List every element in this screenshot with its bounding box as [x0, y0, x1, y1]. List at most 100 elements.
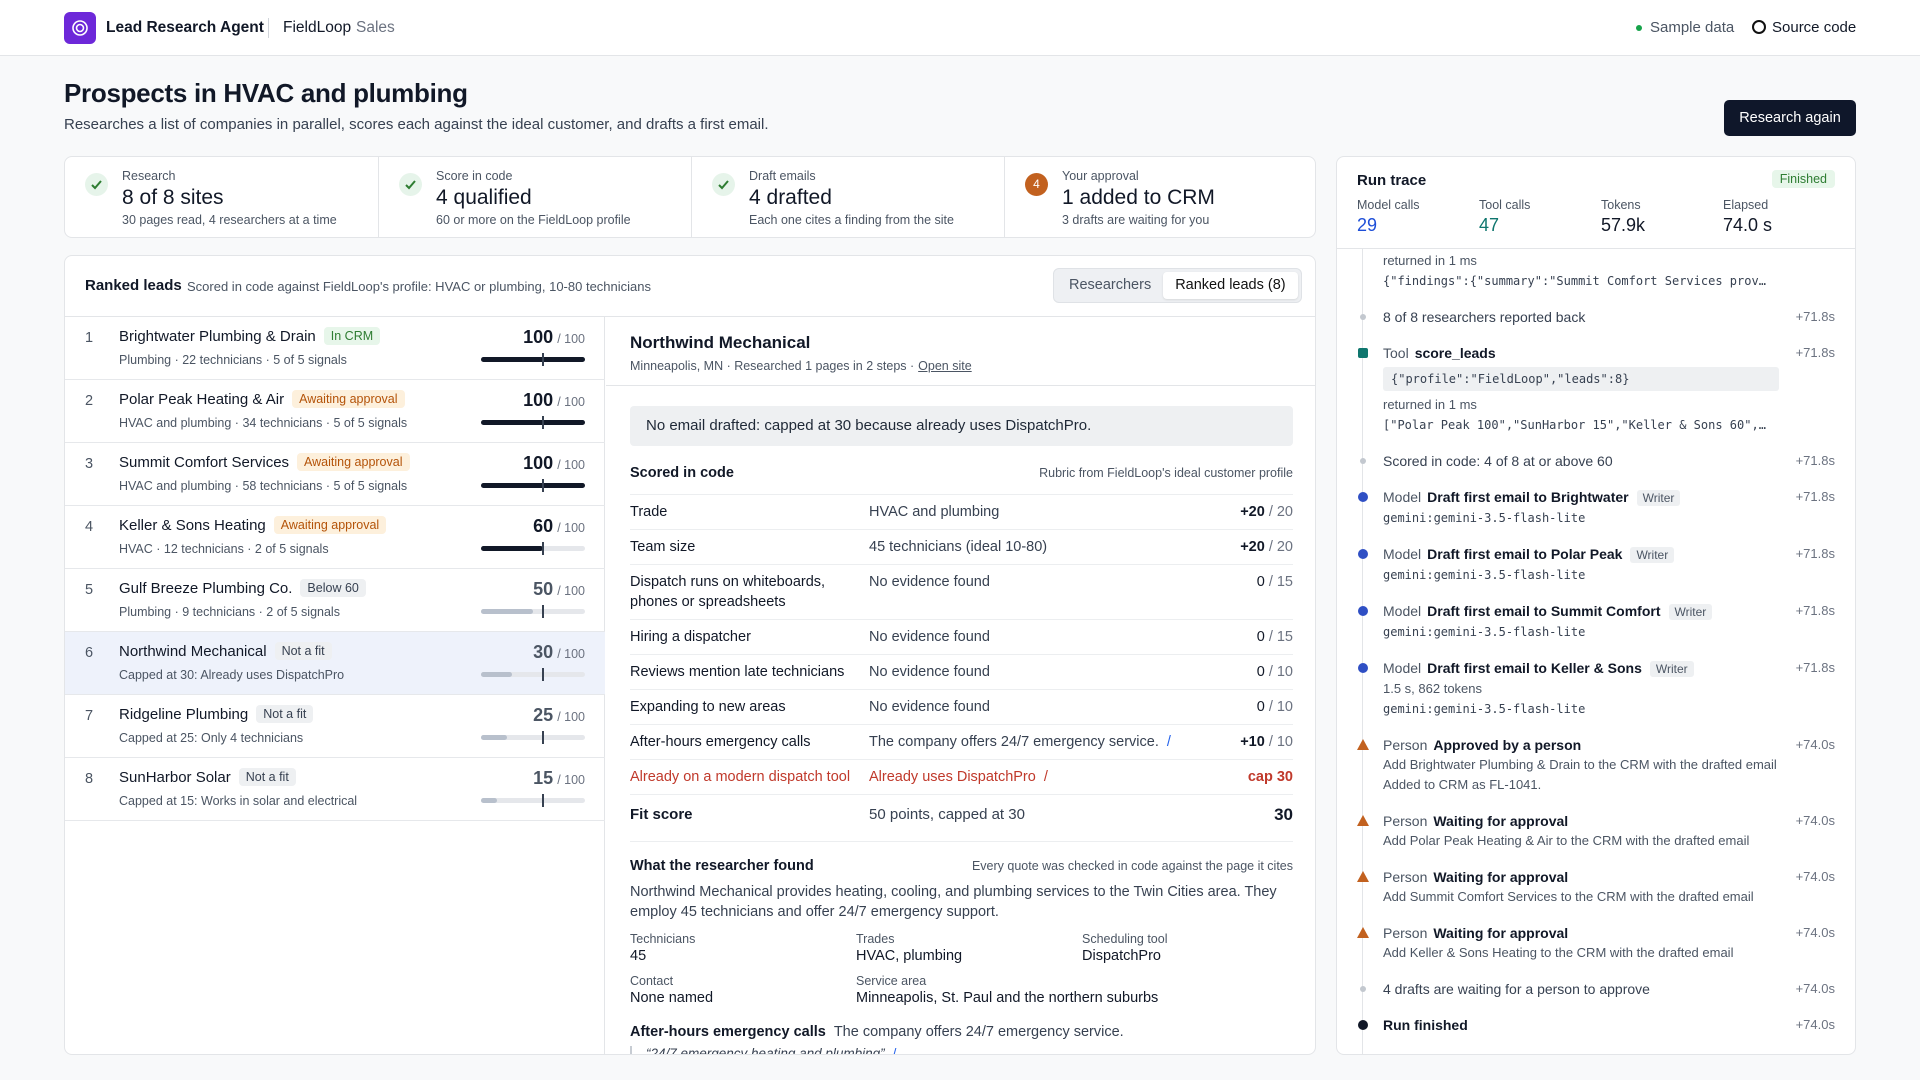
criterion: Trade	[630, 504, 668, 520]
trace-event: returned in 1 ms {"findings":{"summary":"…	[1337, 251, 1855, 307]
lead-row[interactable]: 3 Summit Comfort Services Awaiting approva…	[65, 443, 605, 506]
stat-label: Elapsed	[1723, 198, 1769, 212]
event-kind: Model	[1383, 489, 1422, 505]
score-bar	[481, 546, 544, 551]
lead-row[interactable]: 5 Gulf Breeze Plumbing Co. Below 60 Plumbin…	[65, 569, 605, 632]
points-value: +10	[1240, 734, 1265, 750]
lead-score-line: 50/ 100	[533, 579, 585, 600]
trace-event: Scored in code: 4 of 8 at or above 60 +71…	[1337, 451, 1855, 487]
event-title: Model Draft first email to Summit Comfort…	[1383, 601, 1835, 622]
page-subtitle: Researches a list of companies in parall…	[64, 116, 769, 133]
tab[interactable]: Ranked leads (8)	[1163, 272, 1298, 299]
quote-cite[interactable]: /	[892, 1046, 897, 1055]
cite-link[interactable]: /	[1166, 734, 1171, 750]
points-value: 0	[1256, 664, 1265, 680]
step: Score in code 4 qualified 60 or more on th…	[378, 157, 691, 237]
fact-label: Contact	[630, 974, 674, 988]
trace-event: Tool score_leads +71.8s {"profile":"FieldLo…	[1337, 343, 1855, 451]
score-row: Trade HVAC and plumbing +20/ 20	[630, 495, 1293, 530]
score-bar	[481, 483, 585, 488]
lead-tag: Not a fit	[238, 768, 296, 786]
event-line: 1.5 s, 862 tokens	[1383, 681, 1483, 696]
trace-title: Run trace	[1357, 172, 1427, 189]
points: 0/ 15	[1183, 627, 1293, 647]
lead-score-max: / 100	[557, 710, 585, 724]
run-trace: Run trace Finished Model calls 29 Tool calls…	[1336, 156, 1856, 1055]
detail-name: Northwind Mechanical	[630, 333, 811, 352]
lead-score-max: / 100	[557, 395, 585, 409]
source-code-link[interactable]: Source code	[1772, 19, 1857, 36]
tab[interactable]: Researchers	[1069, 277, 1152, 293]
event-line: Add Polar Peak Heating & Air to the CRM …	[1383, 833, 1750, 848]
lead-row[interactable]: 7 Ridgeline Plumbing Not a fit Capped at 25…	[65, 695, 605, 758]
event-time: +74.0s	[1795, 925, 1835, 940]
score-threshold	[542, 605, 544, 618]
lead-row[interactable]: 2 Polar Peak Heating & Air Awaiting approv…	[65, 380, 605, 443]
event-marker	[1357, 815, 1369, 826]
lead-row[interactable]: 4 Keller & Sons Heating Awaiting approval H…	[65, 506, 605, 569]
panel-header-border	[65, 316, 1315, 317]
lead-detail: Capped at 15: Works in solar and electri…	[119, 794, 358, 808]
score-row: Already on a modern dispatch tool Already…	[630, 760, 1293, 795]
event-title: 4 drafts are waiting for a person to app…	[1383, 979, 1835, 999]
criterion: Hiring a dispatcher	[630, 629, 751, 645]
score-threshold	[542, 542, 544, 555]
score-track	[481, 605, 585, 618]
step-value: 1 added to CRM	[1062, 186, 1215, 209]
lead-name-line: Ridgeline Plumbing Not a fit	[119, 705, 314, 723]
trace-event: Person Waiting for approval +74.0s Add Kell…	[1337, 923, 1855, 979]
evidence-text: 45 technicians (ideal 10-80)	[869, 539, 1048, 555]
criterion: Dispatch runs on whiteboards, phones or …	[630, 574, 826, 610]
lead-rank: 5	[85, 582, 94, 598]
detail-meta: Minneapolis, MN · Researched 1 pages in …	[630, 359, 972, 373]
detail-meta-text: Minneapolis, MN · Researched 1 pages in …	[630, 359, 915, 373]
evidence: No evidence found	[869, 662, 1183, 682]
score-bar	[481, 420, 585, 425]
fact-label: Scheduling tool	[1082, 932, 1168, 946]
event-marker	[1358, 1020, 1368, 1030]
lead-row[interactable]: 8 SunHarbor Solar Not a fit Capped at 15: W…	[65, 758, 605, 821]
lead-name-line: SunHarbor Solar Not a fit	[119, 768, 296, 786]
event-text: score_leads	[1414, 345, 1496, 361]
score-bar	[481, 609, 533, 614]
step: Draft emails 4 drafted Each one cites a fi…	[691, 157, 1004, 237]
evidence: The company offers 24/7 emergency servic…	[869, 732, 1183, 752]
lead-row[interactable]: 6 Northwind Mechanical Not a fit Capped at …	[65, 632, 605, 695]
trace-event: Model Draft first email to Keller & Sons W…	[1337, 658, 1855, 735]
event-kind: Person	[1383, 737, 1428, 753]
lead-score-max: / 100	[557, 773, 585, 787]
event-marker	[1358, 663, 1368, 673]
evidence: HVAC and plumbing	[869, 502, 1183, 522]
fact-label: Trades	[856, 932, 895, 946]
open-site-link[interactable]: Open site	[918, 359, 972, 373]
event-text: Waiting for approval	[1433, 813, 1569, 829]
score-row: Team size 45 technicians (ideal 10-80) +20…	[630, 530, 1293, 565]
cite-link[interactable]: /	[1043, 769, 1048, 785]
event-badge: Writer	[1636, 490, 1681, 506]
points: +10/ 10	[1183, 732, 1293, 752]
lead-name-line: Brightwater Plumbing & Drain In CRM	[119, 327, 381, 345]
score-threshold	[542, 794, 544, 807]
lead-tag: Awaiting approval	[297, 453, 410, 471]
fact: Scheduling tool DispatchPro	[1082, 932, 1293, 964]
findings-note: Every quote was checked in code against …	[971, 859, 1293, 873]
stat-value: 74.0 s	[1723, 215, 1773, 235]
status-dot	[1636, 25, 1642, 31]
points: 0/ 10	[1183, 662, 1293, 682]
event-text: 8 of 8 researchers reported back	[1383, 309, 1586, 325]
stat-value: 47	[1479, 215, 1500, 235]
lead-rank: 7	[85, 708, 94, 724]
points-max: / 20	[1268, 539, 1293, 555]
panel-title: Ranked leads	[85, 277, 182, 294]
step-value: 8 of 8 sites	[122, 186, 224, 209]
event-title: Person Waiting for approval	[1383, 867, 1835, 887]
points-value: 0	[1256, 574, 1265, 590]
lead-score-max: / 100	[557, 584, 585, 598]
research-again-button[interactable]: Research again	[1724, 100, 1856, 136]
score-threshold	[542, 416, 544, 429]
event-marker	[1357, 927, 1369, 938]
tabs: Researchers Ranked leads (8)	[1053, 268, 1302, 303]
points-max: / 10	[1268, 734, 1293, 750]
lead-score: 15	[533, 768, 554, 788]
lead-row[interactable]: 1 Brightwater Plumbing & Drain In CRM Plumb…	[65, 317, 605, 380]
